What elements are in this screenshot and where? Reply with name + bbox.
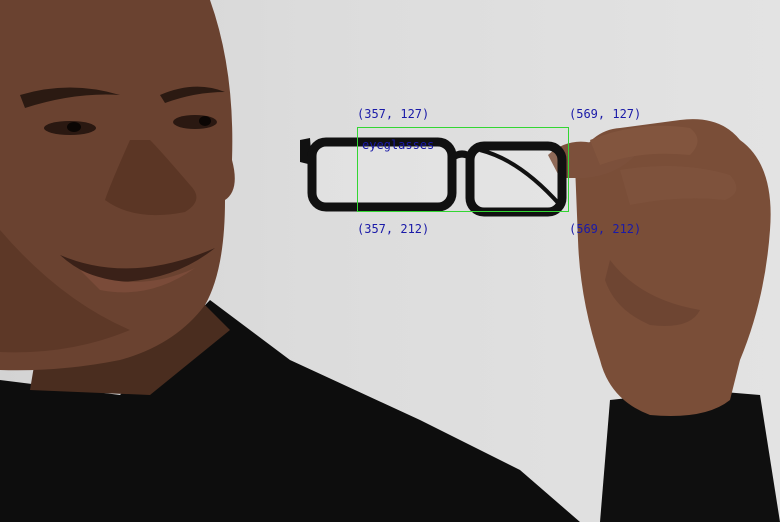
smile (60, 248, 215, 282)
left-eyebrow (20, 87, 120, 108)
finger-index (590, 125, 698, 165)
right-eyebrow (160, 86, 225, 103)
object-label: eyeglasses (362, 138, 435, 152)
right-sleeve (600, 390, 780, 522)
face-shading (0, 230, 130, 353)
nose (105, 140, 197, 216)
coord-bottom-right: (569, 212) (569, 222, 642, 236)
eyeglasses (300, 137, 567, 217)
coord-top-right: (569, 127) (569, 107, 642, 121)
knuckle-shadow (605, 260, 700, 326)
coord-top-left: (357, 127) (357, 107, 430, 121)
lower-lip (80, 268, 195, 293)
coord-bottom-left: (357, 212) (357, 222, 430, 236)
black-sweater (0, 300, 580, 522)
finger-middle (620, 166, 737, 205)
eyeglasses-bounding-box (357, 127, 569, 212)
